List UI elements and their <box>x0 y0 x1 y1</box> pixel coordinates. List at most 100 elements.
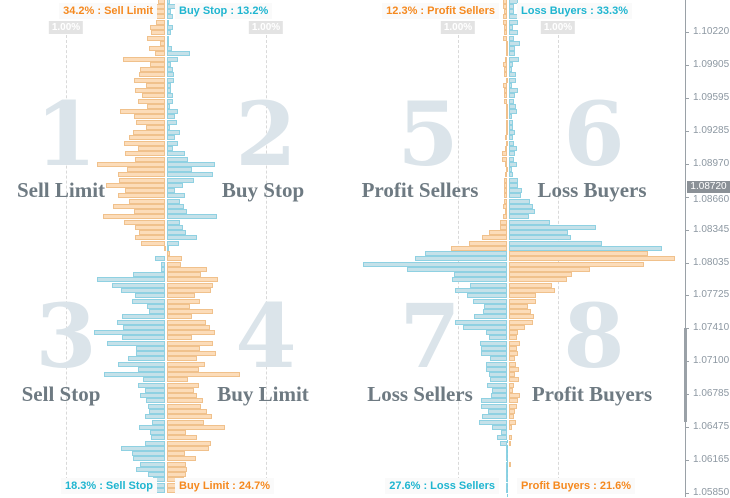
quadrant-label-profit-sellers: Profit Sellers <box>361 178 479 202</box>
orderbook-bar-sell-stop <box>146 303 165 309</box>
orderbook-bar-buy-stop <box>166 224 183 230</box>
orderbook-bar-sell-stop <box>134 293 165 299</box>
orderbook-bar-buy-limit <box>166 272 201 278</box>
orderbook-bar-buy-limit <box>166 319 206 325</box>
orderbook-bar-sell-limit <box>117 172 165 178</box>
positionbook-bar-loss-sellers <box>499 440 507 446</box>
positionbook-bar-profit-sellers <box>506 124 508 130</box>
positionbook-bar-profit-buyers <box>508 293 536 299</box>
axis-tick-label: 1.07410 <box>693 322 730 334</box>
orderbook-bar-buy-limit <box>166 440 211 446</box>
orderbook-bar-sell-stop <box>138 424 165 430</box>
positionbook-bar-profit-sellers <box>503 19 507 25</box>
orderbook-bar-sell-stop <box>106 340 165 346</box>
scale-marker: 1.00% <box>48 21 84 34</box>
orderbook-bar-sell-stop <box>137 382 165 388</box>
axis-tick-mark <box>685 196 689 198</box>
orderbook-bar-buy-stop <box>166 88 171 94</box>
orderbook-bar-buy-limit <box>166 277 218 283</box>
positionbook-bar-profit-buyers <box>508 266 590 272</box>
axis-tick-mark <box>685 64 689 66</box>
axis-tick-mark <box>685 32 689 33</box>
positionbook-bar-profit-sellers <box>505 161 507 167</box>
positionbook-bar-profit-sellers <box>505 172 507 178</box>
orderbook-bar-buy-stop <box>166 188 175 194</box>
positionbook-bar-loss-buyers <box>508 230 568 236</box>
axis-tick-label: 1.07725 <box>693 289 730 301</box>
orderbook-bar-buy-stop <box>166 230 186 236</box>
positionbook-bar-loss-buyers <box>508 46 515 52</box>
positionbook-bar-profit-sellers <box>503 198 507 204</box>
orderbook-bar-buy-stop <box>166 161 215 167</box>
summary-loss-sellers: 27.6% : Loss Sellers <box>385 478 499 494</box>
orderbook-bar-sell-limit <box>135 119 165 125</box>
orderbook-bar-sell-stop <box>137 366 165 372</box>
axis-tick-mark <box>685 328 689 330</box>
orderbook-bar-buy-limit <box>166 330 215 336</box>
orderbook-bar-buy-stop <box>166 209 187 215</box>
axis-tick-mark <box>685 394 689 396</box>
positionbook-bar-loss-buyers <box>508 61 513 67</box>
orderbook-bar-sell-limit <box>140 240 165 246</box>
left-panel-guide-right <box>266 35 267 490</box>
orderbook-bar-buy-stop <box>166 19 169 25</box>
orderbook-bar-sell-limit <box>163 245 166 251</box>
positionbook-bar-loss-sellers <box>488 335 507 341</box>
price-axis <box>685 0 686 497</box>
positionbook-bar-loss-sellers <box>406 266 507 272</box>
positionbook-bar-loss-buyers <box>508 203 533 209</box>
positionbook-bar-loss-buyers <box>508 56 519 62</box>
orderbook-bar-sell-limit <box>126 167 165 173</box>
positionbook-bar-loss-buyers <box>508 124 513 130</box>
positionbook-bar-loss-buyers <box>508 0 518 4</box>
quadrant-number-4: 4 <box>235 284 297 388</box>
positionbook-bar-loss-buyers <box>508 145 517 151</box>
orderbook-bar-sell-stop <box>132 456 165 462</box>
orderbook-bar-sell-limit <box>133 209 165 215</box>
orderbook-bar-buy-stop <box>166 9 171 15</box>
orderbook-bar-sell-stop <box>147 472 165 478</box>
orderbook-bar-buy-limit <box>166 288 211 293</box>
orderbook-bar-sell-stop <box>160 266 165 272</box>
positionbook-bar-profit-sellers <box>503 93 507 99</box>
positionbook-bar-profit-sellers <box>505 109 508 115</box>
orderbook-bar-buy-limit <box>166 372 240 378</box>
orderbook-bar-buy-stop <box>166 35 169 41</box>
positionbook-bar-profit-buyers <box>508 282 552 288</box>
orderbook-bar-sell-stop <box>148 309 165 315</box>
orderbook-bar-sell-limit <box>134 156 165 162</box>
orderbook-bar-buy-limit <box>166 261 181 267</box>
orderbook-bar-buy-limit <box>166 309 213 315</box>
orderbook-bar-sell-limit <box>128 135 165 141</box>
positionbook-bar-profit-buyers <box>508 461 511 467</box>
orderbook-bar-sell-stop <box>144 440 165 446</box>
positionbook-bar-profit-sellers <box>505 56 507 62</box>
positionbook-bar-loss-buyers <box>508 177 518 183</box>
positionbook-bar-profit-sellers <box>505 145 507 151</box>
orderbook-bar-sell-stop <box>127 356 165 362</box>
orderbook-bar-sell-stop <box>103 372 165 378</box>
orderbook-bar-sell-limit <box>123 219 165 225</box>
positionbook-bar-profit-buyers <box>508 387 513 393</box>
positionbook-bar-loss-buyers <box>508 82 512 88</box>
orderbook-bar-buy-limit <box>166 445 209 451</box>
positionbook-bar-loss-sellers <box>454 319 507 325</box>
orderbook-bar-sell-stop <box>135 466 165 472</box>
orderbook-bar-sell-stop <box>160 261 165 267</box>
orderbook-bar-buy-limit <box>166 266 207 272</box>
orderbook-bar-sell-limit <box>105 182 165 188</box>
orderbook-bar-buy-stop <box>166 151 185 157</box>
summary-buy-stop: Buy Stop : 13.2% <box>175 3 273 19</box>
axis-tick-mark <box>685 460 689 462</box>
positionbook-bar-loss-sellers <box>491 387 507 393</box>
positionbook-bar-loss-sellers <box>466 293 507 299</box>
positionbook-bar-profit-sellers <box>468 240 507 246</box>
positionbook-bar-profit-buyers <box>508 403 517 409</box>
orderbook-bar-sell-stop <box>151 419 165 425</box>
positionbook-bar-profit-sellers <box>499 219 507 225</box>
positionbook-bar-profit-sellers <box>504 72 507 78</box>
axis-scrollbar[interactable] <box>684 328 687 422</box>
positionbook-bar-loss-sellers <box>485 366 507 372</box>
orderbook-bar-buy-stop <box>166 82 171 88</box>
axis-tick-mark <box>685 361 689 363</box>
